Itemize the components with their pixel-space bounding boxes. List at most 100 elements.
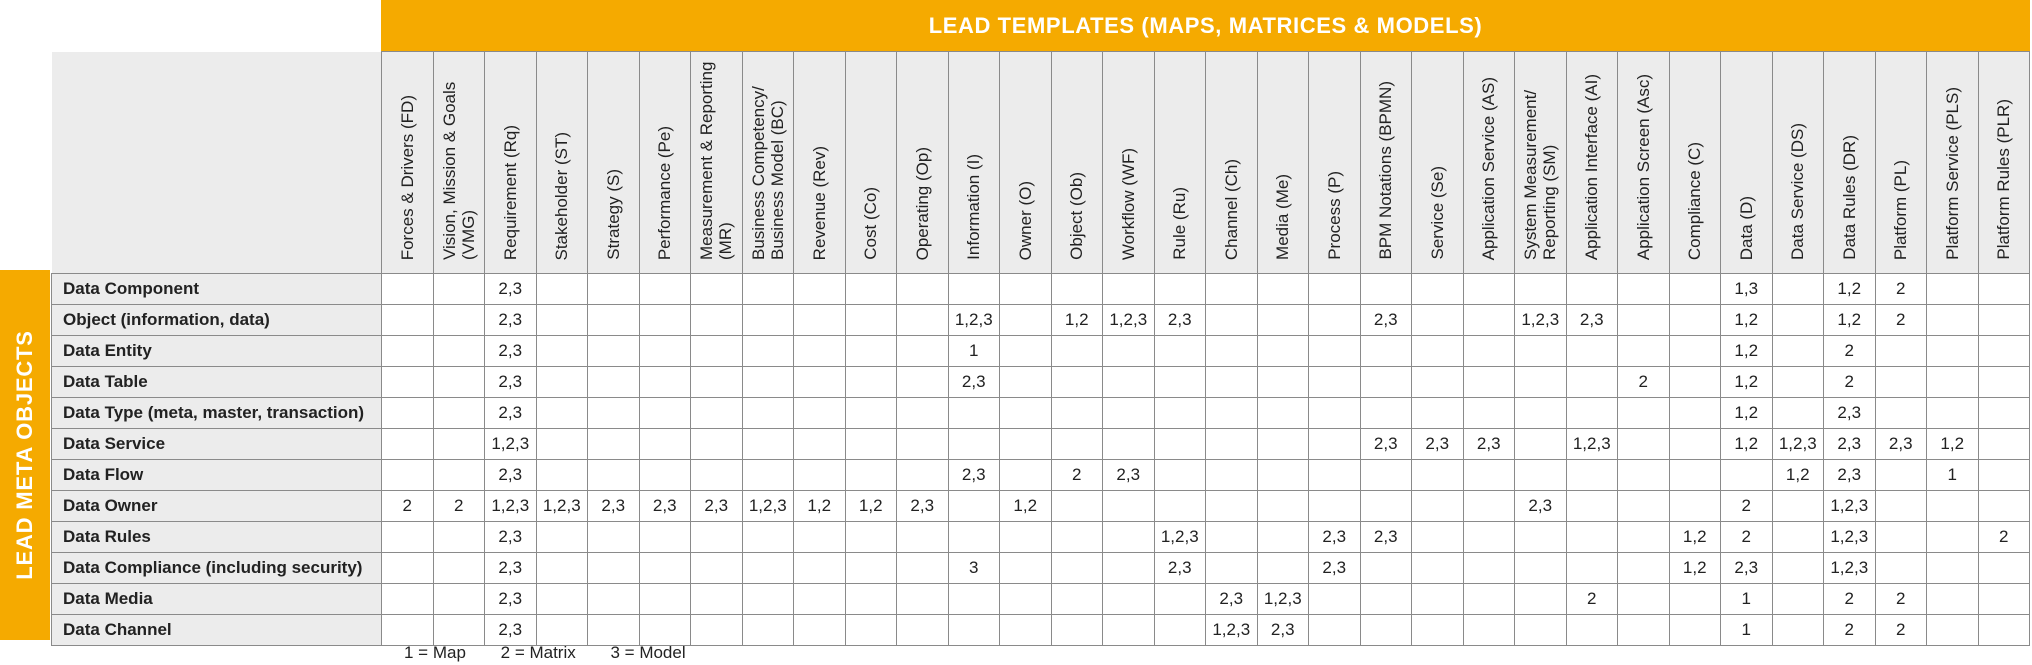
matrix-cell — [1102, 366, 1155, 398]
row-label: Data Service — [51, 428, 382, 460]
matrix-cell — [1308, 273, 1361, 305]
matrix-cell — [1308, 459, 1361, 491]
matrix-cell — [1050, 583, 1103, 615]
matrix-cell: 2 — [1874, 583, 1927, 615]
matrix-cell — [741, 552, 794, 584]
matrix-cell — [1256, 521, 1309, 553]
matrix-cell: 1,2 — [793, 490, 846, 522]
matrix-cell — [1102, 397, 1155, 429]
matrix-cell: 1,3 — [1720, 273, 1773, 305]
column-header-label: Platform (PL) — [1891, 159, 1911, 260]
matrix-cell — [1256, 490, 1309, 522]
column-header: Process (P) — [1308, 51, 1361, 274]
matrix-cell: 2 — [1823, 583, 1876, 615]
matrix-cell — [793, 428, 846, 460]
row-label: Object (information, data) — [51, 304, 382, 336]
column-header-label: Rule (Ru) — [1170, 187, 1190, 260]
matrix-cell — [638, 459, 691, 491]
matrix-cell: 2,3 — [1823, 397, 1876, 429]
column-header: Platform (PL) — [1874, 51, 1927, 274]
column-header: System Measurement/ Reporting (SM) — [1514, 51, 1567, 274]
matrix-cell — [1462, 552, 1515, 584]
table-row: Data Component 2,3 1,3 1,2 2 — [51, 273, 2030, 305]
column-header-label: Workflow (WF) — [1118, 147, 1138, 260]
matrix-cell — [844, 552, 897, 584]
matrix-cell — [1256, 366, 1309, 398]
column-header-row: Forces & Drivers (FD) Vision, Mission & G… — [51, 51, 2030, 274]
column-header: Data (D) — [1720, 51, 1773, 274]
column-header-label: Data Service (DS) — [1788, 123, 1808, 260]
matrix-cell — [1771, 304, 1824, 336]
matrix-cell: 1,2,3 — [741, 490, 794, 522]
matrix-cell — [1308, 304, 1361, 336]
column-header-label: Vision, Mission & Goals (VMG) — [439, 81, 478, 260]
matrix-cell — [741, 335, 794, 367]
column-header-label: Platform Service (PLS) — [1942, 87, 1962, 260]
matrix-cell — [1462, 397, 1515, 429]
matrix-cell: 1,2 — [1668, 521, 1721, 553]
matrix-cell — [1926, 397, 1979, 429]
column-header: Platform Service (PLS) — [1926, 51, 1979, 274]
matrix-cell — [1514, 428, 1567, 460]
matrix-cell: 2,3 — [1205, 583, 1258, 615]
matrix-cell — [896, 273, 949, 305]
matrix-cell — [1102, 273, 1155, 305]
matrix-cell: 1,2 — [1050, 304, 1103, 336]
row-label: Data Flow — [51, 459, 382, 491]
matrix-cell — [1050, 521, 1103, 553]
matrix-cell — [1256, 335, 1309, 367]
legend-map: 1 = Map — [404, 643, 466, 662]
matrix-cell — [432, 304, 485, 336]
table-row: Data Rules 2,3 1,2,3 2,3 2,3 1,2 2 1,2,3 2 — [51, 521, 2030, 553]
column-header: Application Screen (Asc) — [1617, 51, 1670, 274]
matrix-cell — [1050, 614, 1103, 646]
matrix-cell — [1359, 552, 1412, 584]
matrix-cell: 2,3 — [1359, 304, 1412, 336]
matrix-cell: 2,3 — [1308, 552, 1361, 584]
matrix-cell: 1,2,3 — [1565, 428, 1618, 460]
column-header-label: Revenue (Rev) — [809, 145, 829, 260]
matrix-cell — [638, 273, 691, 305]
matrix-cell — [1514, 521, 1567, 553]
matrix-cell: 2 — [1977, 521, 2030, 553]
matrix-cell — [947, 614, 1000, 646]
matrix-cell — [1256, 304, 1309, 336]
matrix-cell — [1153, 335, 1206, 367]
matrix-cell — [1617, 552, 1670, 584]
matrix-cell — [1668, 490, 1721, 522]
matrix-cell — [638, 552, 691, 584]
matrix-cell: 1,2 — [999, 490, 1052, 522]
column-header-label: Object (Ob) — [1067, 172, 1087, 260]
matrix-cell — [1050, 552, 1103, 584]
column-header: Operating (Op) — [896, 51, 949, 274]
matrix-cell — [1617, 459, 1670, 491]
legend: 1 = Map 2 = Matrix 3 = Model — [404, 643, 716, 663]
matrix-cell — [1462, 459, 1515, 491]
matrix-cell — [1359, 614, 1412, 646]
matrix-cell — [1926, 304, 1979, 336]
matrix-cell — [1205, 273, 1258, 305]
matrix-cell — [741, 428, 794, 460]
matrix-cell — [1462, 335, 1515, 367]
matrix-body: Data Component 2,3 1,3 1,2 2 Object (informat… — [51, 273, 2030, 646]
matrix-cell — [587, 552, 640, 584]
matrix-cell — [1102, 583, 1155, 615]
matrix-cell — [432, 552, 485, 584]
matrix-cell — [432, 459, 485, 491]
matrix-cell: 1,2 — [1771, 459, 1824, 491]
matrix-cell — [793, 273, 846, 305]
matrix-cell — [638, 335, 691, 367]
column-header: Application Service (AS) — [1462, 51, 1515, 274]
matrix-cell: 2,3 — [484, 335, 537, 367]
matrix-cell: 2,3 — [690, 490, 743, 522]
matrix-cell — [1771, 521, 1824, 553]
matrix-cell — [793, 304, 846, 336]
matrix-cell: 1,2,3 — [535, 490, 588, 522]
matrix-cell — [947, 397, 1000, 429]
matrix-cell — [1926, 335, 1979, 367]
matrix-cell — [1514, 366, 1567, 398]
matrix-cell — [587, 335, 640, 367]
matrix-cell — [1771, 490, 1824, 522]
matrix-cell — [947, 490, 1000, 522]
matrix-cell — [638, 428, 691, 460]
